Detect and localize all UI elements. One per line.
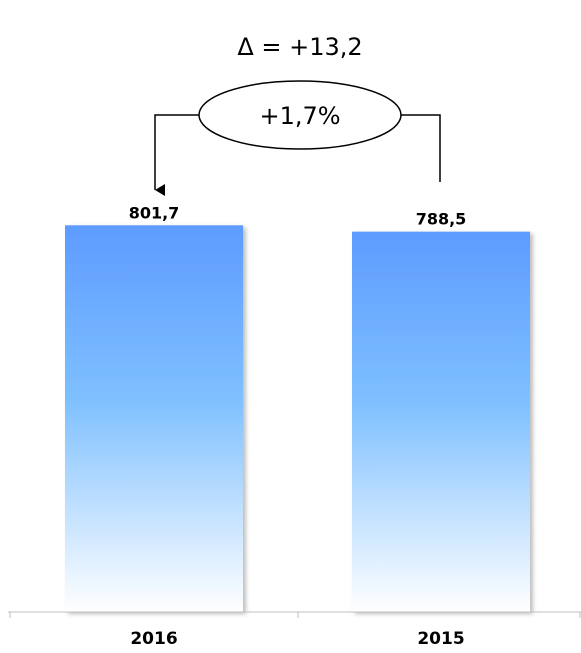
annotation-connector-right <box>400 114 441 182</box>
bar-2015 <box>352 231 530 612</box>
bars-layer: 801,7 2016 788,5 2015 <box>65 203 530 649</box>
percent-change-ellipse <box>198 80 402 150</box>
value-label-2015: 788,5 <box>416 210 467 229</box>
bar-2016 <box>65 225 243 612</box>
value-label-2016: 801,7 <box>129 203 180 222</box>
delta-annotation: Δ = +13,2 <box>237 33 362 61</box>
category-label-2015: 2015 <box>417 629 464 649</box>
percent-change-label: +1,7% <box>259 102 340 130</box>
annotation-connector-left <box>154 114 200 196</box>
category-label-2016: 2016 <box>130 629 177 649</box>
